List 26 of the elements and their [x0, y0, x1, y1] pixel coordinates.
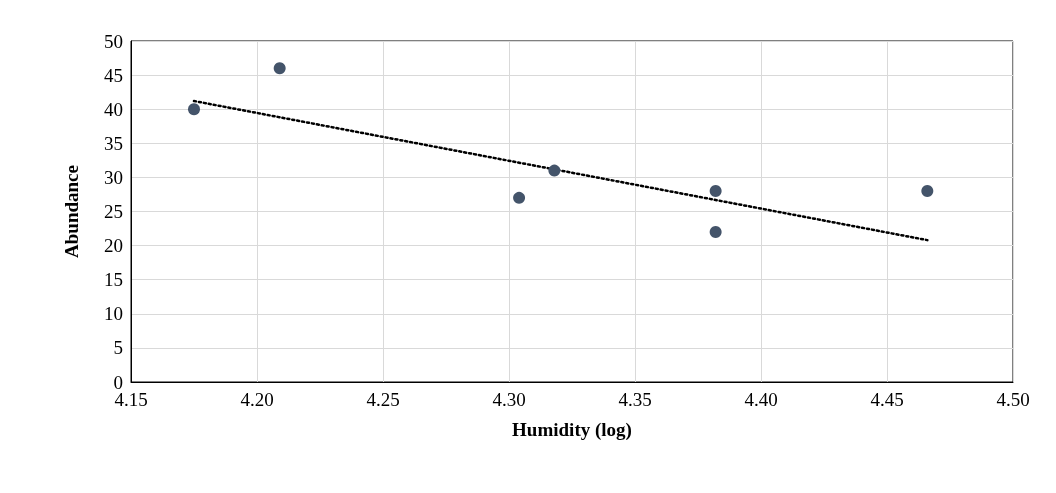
y-tick-label: 35: [104, 132, 123, 154]
y-tick-label: 50: [104, 30, 123, 52]
point: [513, 191, 526, 204]
x-tick-label: 4.30: [492, 389, 526, 410]
y-tick-label: 20: [104, 235, 123, 257]
x-tick-label: 4.40: [744, 389, 778, 410]
y-tick-label: 10: [104, 303, 123, 325]
x-tick-label: 4.45: [870, 389, 904, 410]
point: [709, 225, 722, 238]
x-tick-label: 4.20: [240, 389, 274, 410]
point: [273, 62, 286, 75]
y-tick-label: 40: [104, 98, 123, 120]
x-tick-label: 4.50: [996, 389, 1030, 410]
point: [548, 164, 561, 177]
x-tick-label: 4.35: [618, 389, 652, 410]
x-axis-title: Humidity (log): [512, 419, 632, 441]
x-tick-label: 4.25: [366, 389, 400, 410]
point: [188, 103, 200, 116]
y-tick-label: 45: [104, 64, 123, 86]
y-tick-label: 30: [104, 166, 123, 188]
point: [921, 185, 934, 198]
point: [709, 185, 722, 198]
y-tick-label: 25: [104, 201, 123, 222]
y-axis-title: Abundance: [61, 165, 82, 258]
y-tick-label: 5: [113, 337, 123, 359]
y-tick-label: 15: [104, 269, 123, 291]
